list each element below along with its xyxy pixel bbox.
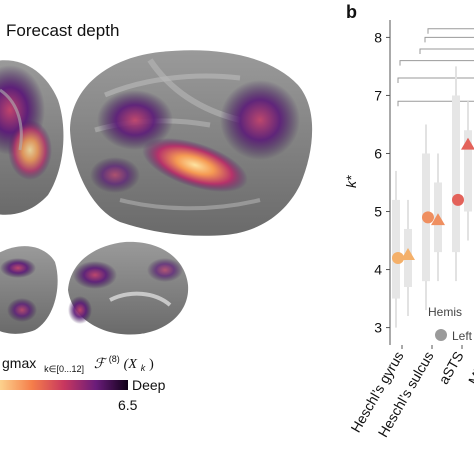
y-tick-label: 8 (374, 29, 382, 45)
colorbar-label-fn: ℱ (94, 357, 108, 372)
significance-bracket (399, 60, 474, 66)
x-tick-label: aSTS (435, 349, 466, 387)
point-circle (452, 193, 464, 206)
panel-b-letter: b (346, 2, 357, 22)
significance-bracket (427, 28, 474, 34)
y-tick-label: 6 (374, 145, 382, 161)
colorbar-end-label: Deep (132, 377, 166, 393)
panel-a: Forecast depth (0, 21, 313, 413)
legend-left-label: Left (452, 329, 473, 343)
brain-left-lateral (0, 60, 64, 215)
point-circle (422, 211, 434, 224)
y-ticks: 3 4 5 6 7 8 (374, 29, 390, 336)
box (464, 130, 472, 212)
significance-brackets (397, 28, 474, 107)
point-triangle (431, 213, 445, 226)
x-tick-label: Mid S (465, 349, 474, 388)
colorbar-label-argsub: k (141, 363, 146, 373)
significance-bracket (419, 48, 474, 55)
colorbar-label-sup: (8) (109, 354, 120, 364)
colorbar (0, 380, 128, 390)
y-tick-label: 3 (374, 320, 382, 336)
point-circle (392, 251, 404, 264)
y-tick-label: 7 (374, 87, 382, 103)
colorbar-label-prefix: gmax (2, 355, 36, 371)
y-tick-label: 5 (374, 204, 382, 220)
box (452, 95, 460, 253)
significance-bracket (424, 36, 474, 43)
colorbar-label-close: ) (149, 357, 154, 372)
significance-bracket (397, 77, 474, 84)
y-tick-label: 4 (374, 262, 382, 278)
panel-a-title: Forecast depth (6, 21, 119, 40)
brain-right-medial (68, 241, 189, 335)
colorbar-label: gmax k∈[0...12] ℱ (8) (X k ) (2, 349, 154, 375)
colorbar-max-value: 6.5 (118, 397, 138, 413)
svg-text:gmax k∈[0...12]: gmax k∈[0...12] ℱ (8) (X k ) (2, 349, 154, 375)
significance-bracket (397, 100, 474, 107)
point-triangle (461, 137, 474, 150)
legend-left-marker (435, 329, 447, 341)
box (392, 199, 400, 299)
legend-title: Hemis (428, 305, 462, 319)
brain-left-medial (0, 246, 58, 334)
legend: Hemis Left (428, 305, 473, 343)
point-triangle (401, 248, 415, 260)
colorbar-label-sub: k∈[0...12] (44, 364, 84, 374)
colorbar-label-arg: (X (124, 357, 138, 372)
data-points (392, 137, 474, 264)
y-axis-label: k* (343, 175, 359, 188)
brain-right-lateral (70, 50, 313, 236)
